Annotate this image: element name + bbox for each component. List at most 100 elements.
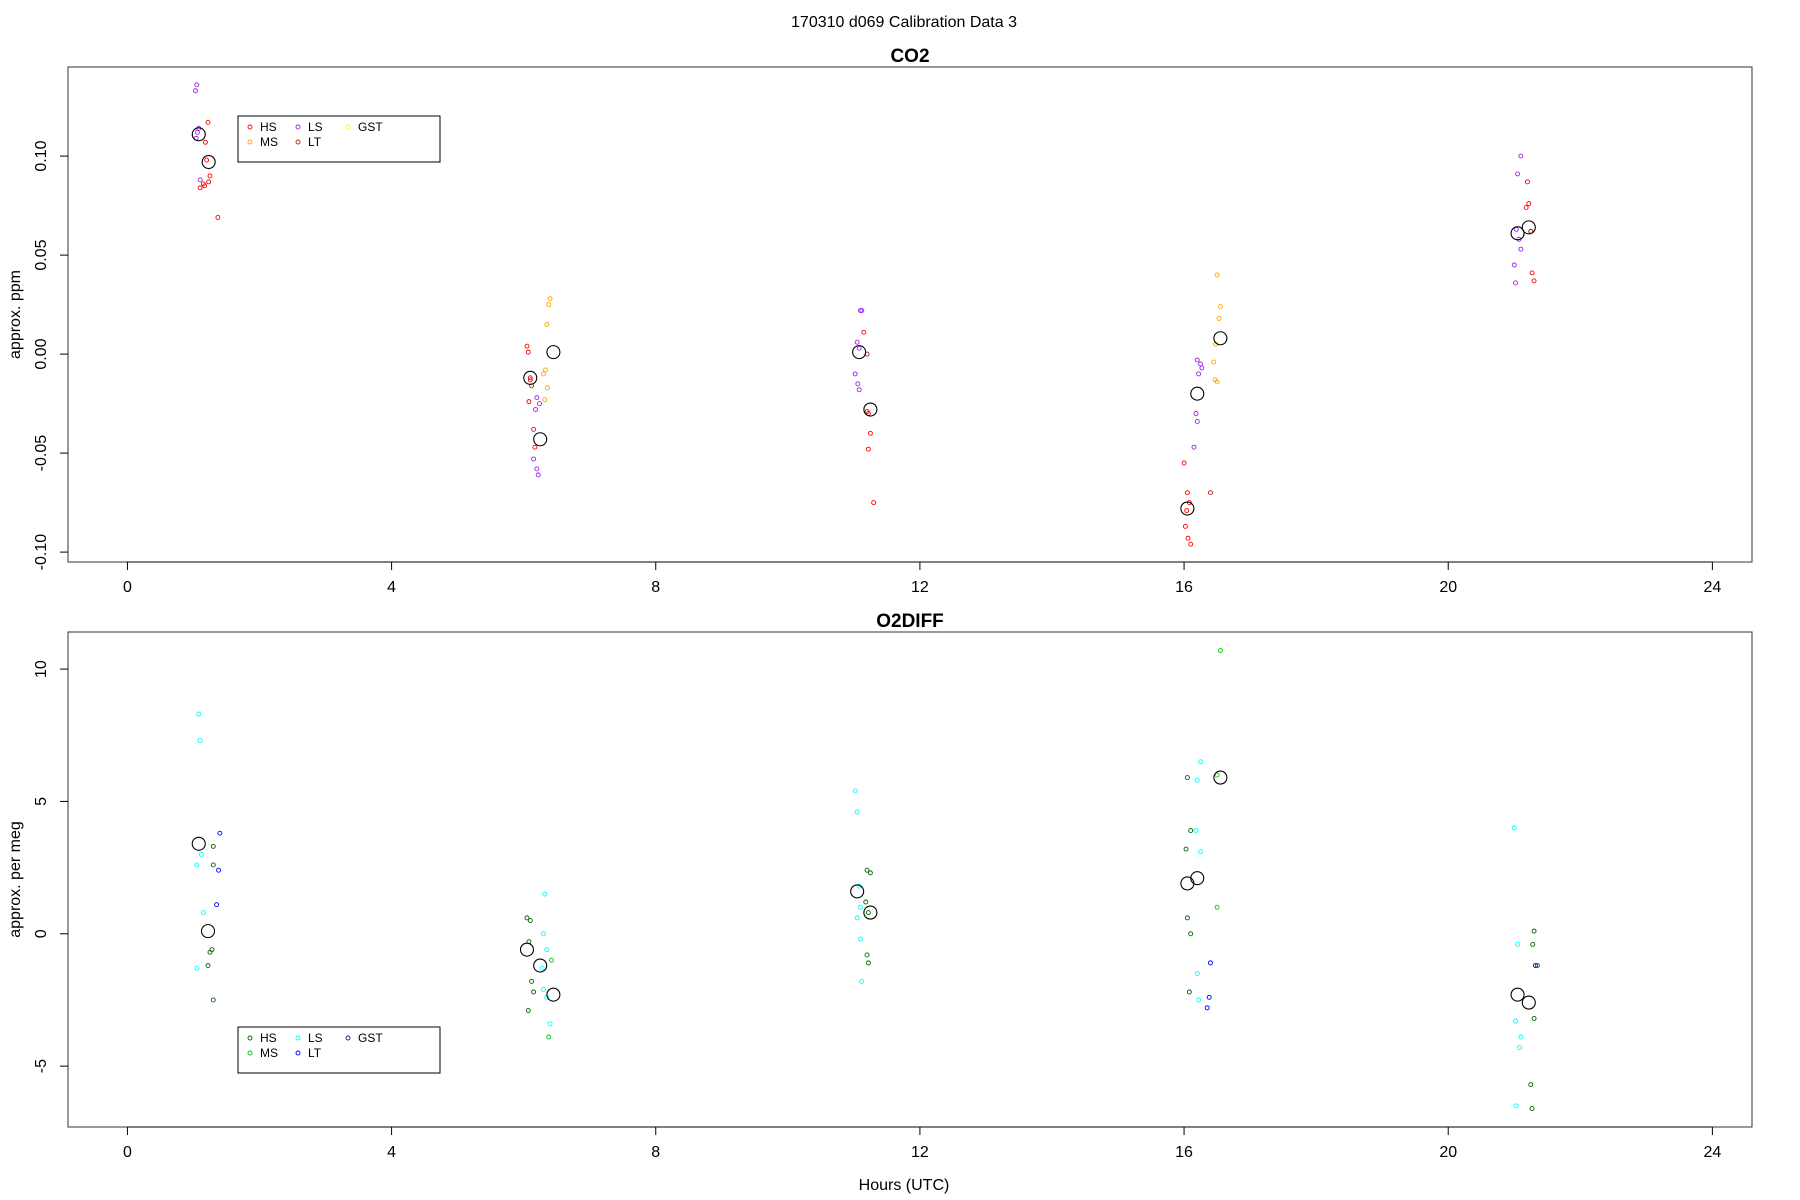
- legend-label: HS: [260, 120, 277, 134]
- data-point: [543, 367, 548, 373]
- data-point: [1531, 928, 1537, 934]
- data-point: [526, 399, 532, 405]
- mean-point: [850, 884, 865, 899]
- data-point: [197, 185, 203, 191]
- data-point: [541, 931, 546, 937]
- data-point: [531, 426, 537, 432]
- data-point: [1183, 846, 1189, 852]
- data-point: [215, 215, 221, 220]
- mean-point: [1521, 995, 1536, 1010]
- data-point: [527, 918, 533, 923]
- data-point: [867, 430, 873, 436]
- data-point: [217, 830, 223, 836]
- data-point: [1214, 272, 1220, 278]
- data-point: [1188, 828, 1194, 833]
- y-axis-label: approx. ppm: [7, 270, 24, 359]
- data-point: [854, 915, 860, 921]
- data-point: [541, 371, 546, 377]
- data-point: [537, 401, 542, 407]
- x-tick-label: 8: [651, 1144, 660, 1161]
- data-point: [1181, 460, 1187, 466]
- data-point: [1184, 490, 1190, 496]
- data-point: [856, 387, 862, 393]
- data-point: [546, 302, 552, 308]
- data-point: [865, 446, 871, 452]
- data-point: [1196, 371, 1202, 377]
- data-point: [859, 978, 865, 984]
- data-point: [1515, 171, 1521, 177]
- data-point: [524, 343, 530, 349]
- mean-point: [852, 345, 867, 360]
- y-tick-label: 0.05: [33, 239, 50, 270]
- y-tick-label: 0.10: [33, 140, 50, 171]
- legend-label: LS: [308, 1031, 323, 1045]
- data-point: [1214, 772, 1220, 778]
- data-point: [1206, 994, 1212, 1000]
- legend-box: [237, 1026, 441, 1074]
- legend-box: [237, 115, 441, 163]
- x-tick-label: 20: [1439, 1144, 1457, 1161]
- data-point: [1184, 915, 1190, 921]
- panel-title: CO2: [890, 46, 929, 67]
- x-tick-label: 4: [387, 579, 396, 596]
- data-point: [1193, 411, 1199, 416]
- data-point: [1513, 1103, 1519, 1109]
- legend-marker: [247, 139, 253, 145]
- legend-label: LS: [308, 120, 323, 134]
- mean-point: [863, 402, 878, 417]
- data-point: [202, 139, 208, 145]
- data-point: [531, 456, 537, 462]
- legend-label: MS: [260, 135, 278, 149]
- data-point: [861, 329, 867, 335]
- data-point: [527, 375, 533, 381]
- data-point: [216, 867, 222, 873]
- data-point: [1515, 941, 1521, 947]
- data-point: [202, 183, 208, 189]
- mean-point: [1180, 501, 1195, 516]
- data-point: [542, 397, 548, 403]
- data-point: [544, 385, 550, 391]
- legend-marker: [247, 1050, 253, 1056]
- data-point: [547, 1021, 553, 1027]
- legend-marker: [247, 124, 253, 130]
- data-point: [544, 947, 550, 953]
- data-point: [1529, 270, 1535, 276]
- mean-point: [519, 942, 535, 957]
- data-point: [1531, 1016, 1537, 1021]
- data-point: [193, 88, 198, 94]
- mean-point: [863, 905, 878, 920]
- legend-marker: [247, 1035, 253, 1041]
- data-point: [1182, 523, 1188, 529]
- y-tick-label: -0.05: [33, 435, 50, 472]
- data-point: [525, 349, 531, 355]
- data-point: [214, 902, 220, 908]
- data-point: [194, 82, 200, 88]
- data-point: [529, 978, 535, 984]
- data-point: [534, 466, 540, 472]
- data-point: [194, 862, 200, 868]
- data-point: [197, 738, 203, 743]
- mean-point: [1213, 770, 1228, 785]
- data-point: [1511, 825, 1517, 831]
- data-point: [210, 843, 216, 849]
- legend-marker: [345, 124, 351, 130]
- data-point: [1511, 262, 1517, 268]
- data-point: [194, 129, 200, 135]
- data-point: [535, 472, 541, 478]
- y-tick-label: -0.10: [33, 534, 50, 571]
- data-point: [1517, 1045, 1522, 1051]
- data-point: [1518, 246, 1524, 252]
- data-point: [1211, 359, 1217, 365]
- data-point: [1214, 379, 1220, 385]
- o2diff-panel: O2DIFF approx. per meg 0 4 8 12 16 20 24 -5 0 5 10 HS…: [7, 611, 1753, 1161]
- data-point: [1184, 508, 1190, 513]
- legend-marker: [295, 139, 301, 145]
- legend-marker: [345, 1035, 351, 1041]
- data-point: [527, 377, 533, 383]
- data-point: [1194, 971, 1200, 976]
- data-point: [1194, 418, 1200, 424]
- data-point: [206, 179, 212, 185]
- x-tick-label: 8: [651, 579, 660, 596]
- mean-point: [200, 924, 216, 939]
- data-point: [865, 960, 871, 966]
